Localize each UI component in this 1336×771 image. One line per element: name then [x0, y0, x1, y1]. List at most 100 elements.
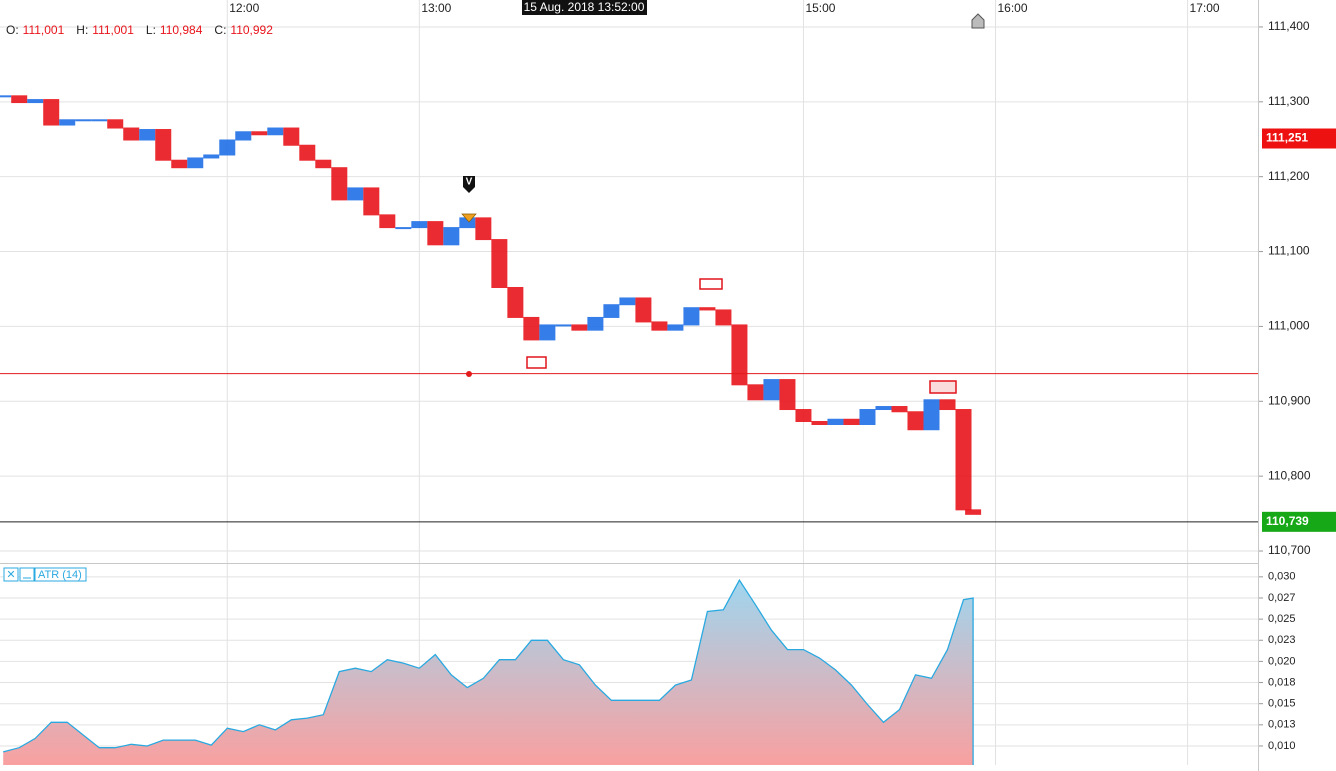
price-bar — [699, 307, 716, 311]
level-anchor[interactable] — [466, 371, 472, 377]
y-tick-label: 0,027 — [1268, 592, 1296, 604]
close-indicator[interactable] — [3, 567, 19, 582]
price-bar — [283, 127, 300, 146]
y-tick-label: 111,000 — [1268, 319, 1310, 333]
price-bar — [907, 411, 924, 431]
price-bar — [555, 324, 572, 327]
price-tag — [1262, 128, 1336, 149]
price-bar — [91, 119, 108, 122]
indicator-label-box[interactable] — [34, 567, 87, 582]
ohlc-label: C: — [214, 23, 226, 37]
x-tick-label: 12:00 — [229, 1, 259, 15]
x-tick-label: 13:00 — [421, 1, 451, 15]
price-bar — [267, 127, 284, 136]
price-bar — [939, 399, 956, 411]
price-bar — [491, 239, 508, 288]
ohlc-value: 111,001 — [23, 23, 65, 37]
price-bar — [523, 316, 540, 341]
price-bar — [683, 307, 700, 326]
price-bar — [363, 187, 380, 216]
pattern-box — [929, 380, 957, 394]
price-bar — [139, 129, 156, 141]
price-bar — [475, 217, 492, 241]
price-bar — [219, 139, 236, 156]
price-bar — [603, 304, 620, 318]
price-bar — [299, 144, 316, 161]
scroll-end-marker[interactable] — [971, 13, 985, 29]
y-tick-label: 111,100 — [1268, 244, 1310, 258]
price-bar — [123, 127, 140, 141]
price-bar — [539, 324, 556, 341]
price-bar — [43, 99, 60, 126]
price-bar — [235, 131, 252, 141]
area-fill — [3, 580, 974, 765]
x-tick-label: 15:00 — [805, 1, 835, 15]
ohlc-label: O: — [6, 23, 19, 37]
y-tick-label: 0,020 — [1268, 655, 1296, 667]
ohlc-value: 110,984 — [160, 23, 203, 37]
ohlc-value: 110,992 — [230, 23, 273, 37]
price-bar — [347, 187, 364, 201]
price-tag — [1262, 511, 1336, 532]
price-bar — [763, 379, 780, 401]
price-bar — [11, 95, 28, 104]
price-bar — [155, 129, 172, 161]
pattern-box — [526, 356, 547, 369]
y-tick-label: 110,700 — [1268, 543, 1311, 557]
price-tag-label: 110,739 — [1266, 514, 1309, 528]
y-tick-label: 110,900 — [1268, 393, 1311, 407]
price-bar — [171, 159, 188, 169]
pattern-box — [699, 278, 723, 290]
ohlc-label: H: — [76, 23, 88, 37]
price-bar — [395, 227, 412, 230]
price-tag-label: 111,251 — [1266, 131, 1308, 145]
price-bar — [411, 221, 428, 229]
price-bar — [859, 409, 876, 425]
price-bar — [891, 406, 908, 413]
price-bar — [843, 418, 860, 425]
price-bar — [571, 324, 588, 331]
x-tick-label: 16:00 — [998, 1, 1028, 15]
price-bar — [731, 324, 748, 386]
price-bar — [827, 418, 844, 425]
price-bar — [587, 316, 604, 331]
price-bar — [507, 286, 524, 318]
ohlc-value: 111,001 — [92, 23, 134, 37]
signal-flag-letter: V — [466, 177, 473, 188]
price-bar — [0, 95, 12, 98]
price-bar — [443, 227, 460, 246]
signal-arrow — [461, 213, 477, 223]
ohlc-header: O: 111,001 H: 111,001 L: 110,984 C: 110,992 — [6, 23, 273, 37]
y-tick-label: 0,010 — [1268, 740, 1296, 752]
price-bar — [75, 119, 92, 122]
price-bar — [187, 157, 204, 169]
y-tick-label: 111,300 — [1268, 94, 1310, 108]
price-bar — [875, 406, 892, 411]
price-bar — [203, 154, 220, 159]
price-bar — [795, 409, 812, 423]
minimize-indicator[interactable] — [19, 567, 35, 582]
x-tick-label: 17:00 — [1190, 1, 1220, 15]
price-bar — [619, 297, 636, 306]
area-line — [3, 578, 974, 766]
price-bar — [459, 217, 476, 229]
price-bar — [667, 324, 684, 331]
price-bar — [251, 131, 268, 136]
ohlc-label: L: — [146, 23, 156, 37]
price-bar — [379, 214, 396, 229]
price-bar — [635, 297, 652, 323]
price-bar — [715, 309, 732, 326]
price-bar — [923, 399, 940, 431]
y-tick-label: 111,400 — [1268, 19, 1310, 33]
price-bar — [955, 409, 972, 511]
price-bar — [107, 119, 124, 129]
indicator-title[interactable]: ATR (14) — [38, 569, 82, 581]
annotations: V — [461, 13, 985, 394]
y-tick-label: 0,030 — [1268, 571, 1296, 583]
y-tick-label: 111,200 — [1268, 169, 1310, 183]
close-icon[interactable]: ✕ — [6, 569, 15, 581]
price-bar — [315, 159, 332, 169]
cursor-box — [522, 0, 647, 15]
price-bar — [651, 321, 668, 331]
